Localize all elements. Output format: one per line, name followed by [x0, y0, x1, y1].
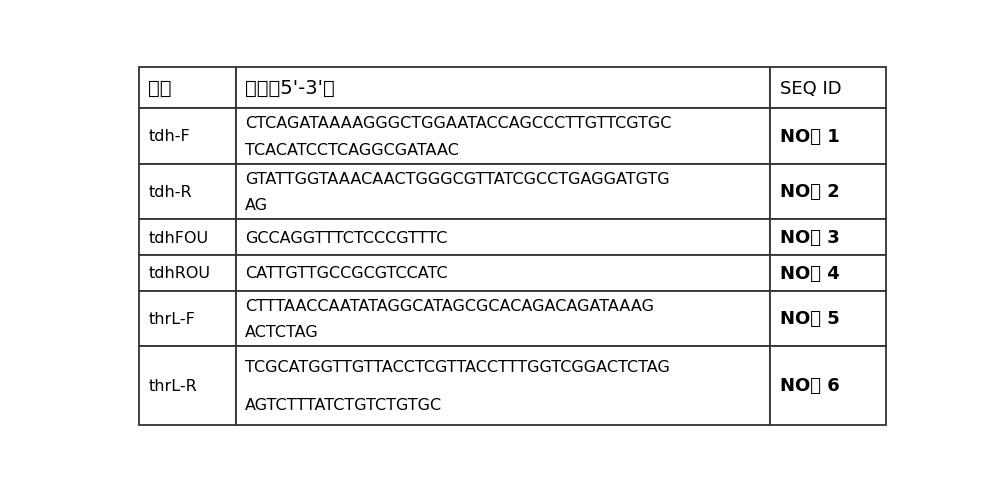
Text: CTTTAACCAATATAGGCATAGCGCACAGACAGATAAAG: CTTTAACCAATATAGGCATAGCGCACAGACAGATAAAG — [245, 298, 654, 313]
Text: tdhROU: tdhROU — [148, 266, 210, 281]
Bar — [236, 291, 770, 346]
Text: tdhFOU: tdhFOU — [148, 230, 208, 245]
Bar — [770, 255, 886, 291]
Text: CTCAGATAAAAGGGCTGGAATACCAGCCCTTGTTCGTGC: CTCAGATAAAAGGGCTGGAATACCAGCCCTTGTTCGTGC — [245, 116, 672, 131]
Bar — [236, 164, 770, 220]
Bar — [139, 291, 236, 346]
Bar — [139, 346, 236, 425]
Text: AG: AG — [245, 198, 268, 213]
Text: SEQ ID: SEQ ID — [780, 80, 841, 98]
Bar — [139, 68, 236, 109]
Text: CATTGTTGCCGCGTCCATC: CATTGTTGCCGCGTCCATC — [245, 266, 448, 281]
Text: thrL-R: thrL-R — [148, 378, 197, 393]
Text: ACTCTAG: ACTCTAG — [245, 325, 319, 340]
Bar — [139, 220, 236, 255]
Text: NO： 1: NO： 1 — [780, 128, 839, 145]
Text: 名称: 名称 — [148, 79, 172, 98]
Text: GTATTGGTAAACAACTGGGCGTTATCGCCTGAGGATGTG: GTATTGGTAAACAACTGGGCGTTATCGCCTGAGGATGTG — [245, 171, 670, 186]
Text: NO： 5: NO： 5 — [780, 310, 839, 328]
Bar — [770, 220, 886, 255]
Bar — [236, 109, 770, 164]
Text: thrL-F: thrL-F — [148, 311, 195, 326]
Text: tdh-F: tdh-F — [148, 129, 190, 144]
Text: NO： 4: NO： 4 — [780, 264, 839, 282]
Text: AGTCTTTATCTGTCTGTGC: AGTCTTTATCTGTCTGTGC — [245, 397, 442, 412]
Bar — [770, 164, 886, 220]
Bar — [770, 109, 886, 164]
Bar — [236, 220, 770, 255]
Text: NO： 6: NO： 6 — [780, 377, 839, 395]
Bar — [236, 255, 770, 291]
Bar — [139, 109, 236, 164]
Bar — [770, 291, 886, 346]
Text: tdh-R: tdh-R — [148, 184, 192, 200]
Bar — [139, 164, 236, 220]
Text: TCGCATGGTTGTTACCTCGTTACCTTTGGTCGGACTCTAG: TCGCATGGTTGTTACCTCGTTACCTTTGGTCGGACTCTAG — [245, 359, 670, 374]
Text: NO： 3: NO： 3 — [780, 228, 839, 246]
Text: 序列（5'-3'）: 序列（5'-3'） — [245, 79, 335, 98]
Text: NO： 2: NO： 2 — [780, 183, 839, 201]
Bar — [770, 346, 886, 425]
Bar — [139, 255, 236, 291]
Bar — [236, 68, 770, 109]
Bar — [236, 346, 770, 425]
Text: TCACATCCTCAGGCGATAAC: TCACATCCTCAGGCGATAAC — [245, 142, 459, 158]
Text: GCCAGGTTTCTCCCGTTTC: GCCAGGTTTCTCCCGTTTC — [245, 230, 448, 245]
Bar — [770, 68, 886, 109]
